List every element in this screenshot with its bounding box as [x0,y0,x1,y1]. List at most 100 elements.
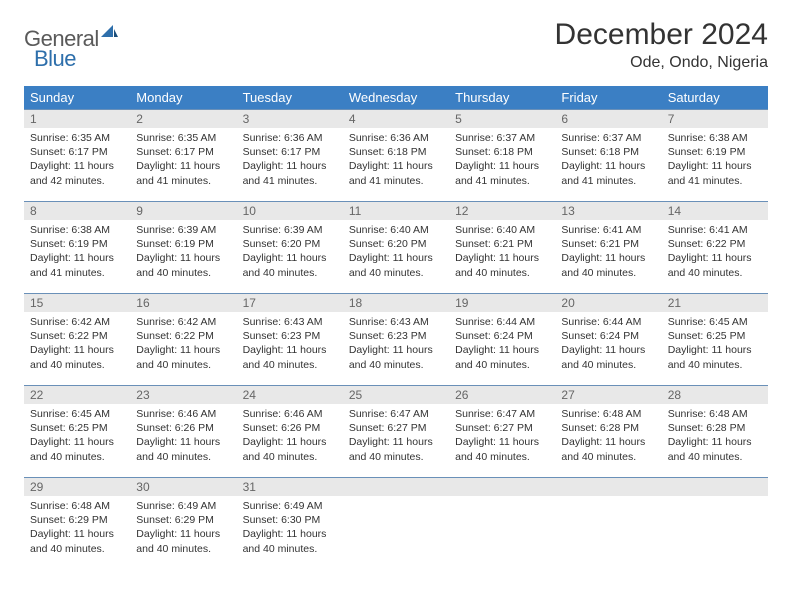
sunset-line: Sunset: 6:28 PM [668,421,762,435]
daylight-line: Daylight: 11 hours and 41 minutes. [455,159,549,187]
sunset-line: Sunset: 6:29 PM [136,513,230,527]
sunrise-line: Sunrise: 6:41 AM [561,223,655,237]
sunset-line: Sunset: 6:27 PM [349,421,443,435]
day-details: Sunrise: 6:47 AMSunset: 6:27 PMDaylight:… [449,404,555,470]
calendar-day-cell [449,478,555,570]
daylight-line: Daylight: 11 hours and 40 minutes. [243,435,337,463]
day-details: Sunrise: 6:41 AMSunset: 6:21 PMDaylight:… [555,220,661,286]
calendar-day-cell [662,478,768,570]
day-details: Sunrise: 6:37 AMSunset: 6:18 PMDaylight:… [449,128,555,194]
daylight-line: Daylight: 11 hours and 40 minutes. [136,527,230,555]
calendar-day-cell [343,478,449,570]
day-number: 8 [24,202,130,220]
sunrise-line: Sunrise: 6:45 AM [668,315,762,329]
calendar-day-cell: 11Sunrise: 6:40 AMSunset: 6:20 PMDayligh… [343,202,449,294]
sunrise-line: Sunrise: 6:49 AM [243,499,337,513]
daylight-line: Daylight: 11 hours and 40 minutes. [455,251,549,279]
day-number: 12 [449,202,555,220]
sunrise-line: Sunrise: 6:35 AM [136,131,230,145]
day-details: Sunrise: 6:48 AMSunset: 6:28 PMDaylight:… [555,404,661,470]
daylight-line: Daylight: 11 hours and 40 minutes. [30,435,124,463]
daylight-line: Daylight: 11 hours and 40 minutes. [455,343,549,371]
day-number: 6 [555,110,661,128]
daylight-line: Daylight: 11 hours and 41 minutes. [243,159,337,187]
calendar-day-cell: 29Sunrise: 6:48 AMSunset: 6:29 PMDayligh… [24,478,130,570]
sunset-line: Sunset: 6:28 PM [561,421,655,435]
day-number: 7 [662,110,768,128]
calendar-day-cell: 10Sunrise: 6:39 AMSunset: 6:20 PMDayligh… [237,202,343,294]
sunset-line: Sunset: 6:25 PM [668,329,762,343]
title-block: December 2024 Ode, Ondo, Nigeria [555,18,768,72]
calendar-day-cell: 28Sunrise: 6:48 AMSunset: 6:28 PMDayligh… [662,386,768,478]
sunset-line: Sunset: 6:27 PM [455,421,549,435]
weekday-header: Monday [130,86,236,110]
day-number: 27 [555,386,661,404]
calendar-day-cell: 16Sunrise: 6:42 AMSunset: 6:22 PMDayligh… [130,294,236,386]
day-number: 26 [449,386,555,404]
logo-blue-wrap: Blue [34,46,76,72]
sunset-line: Sunset: 6:24 PM [561,329,655,343]
empty-day-bar [555,478,661,496]
day-number: 16 [130,294,236,312]
daylight-line: Daylight: 11 hours and 40 minutes. [668,435,762,463]
sunset-line: Sunset: 6:21 PM [561,237,655,251]
sunrise-line: Sunrise: 6:43 AM [349,315,443,329]
day-number: 22 [24,386,130,404]
sunset-line: Sunset: 6:19 PM [30,237,124,251]
sunset-line: Sunset: 6:19 PM [136,237,230,251]
sunset-line: Sunset: 6:26 PM [243,421,337,435]
day-details: Sunrise: 6:48 AMSunset: 6:29 PMDaylight:… [24,496,130,562]
weekday-header-row: SundayMondayTuesdayWednesdayThursdayFrid… [24,86,768,110]
day-number: 25 [343,386,449,404]
calendar-day-cell: 26Sunrise: 6:47 AMSunset: 6:27 PMDayligh… [449,386,555,478]
sunrise-line: Sunrise: 6:38 AM [30,223,124,237]
day-details: Sunrise: 6:49 AMSunset: 6:29 PMDaylight:… [130,496,236,562]
empty-day-bar [662,478,768,496]
sunrise-line: Sunrise: 6:40 AM [455,223,549,237]
day-details: Sunrise: 6:42 AMSunset: 6:22 PMDaylight:… [130,312,236,378]
sunrise-line: Sunrise: 6:47 AM [349,407,443,421]
sunrise-line: Sunrise: 6:36 AM [349,131,443,145]
day-number: 19 [449,294,555,312]
calendar-day-cell: 4Sunrise: 6:36 AMSunset: 6:18 PMDaylight… [343,110,449,202]
day-details: Sunrise: 6:49 AMSunset: 6:30 PMDaylight:… [237,496,343,562]
sunrise-line: Sunrise: 6:39 AM [136,223,230,237]
day-details: Sunrise: 6:39 AMSunset: 6:20 PMDaylight:… [237,220,343,286]
sunset-line: Sunset: 6:19 PM [668,145,762,159]
day-number: 17 [237,294,343,312]
sunset-line: Sunset: 6:17 PM [30,145,124,159]
day-details: Sunrise: 6:47 AMSunset: 6:27 PMDaylight:… [343,404,449,470]
day-details: Sunrise: 6:40 AMSunset: 6:20 PMDaylight:… [343,220,449,286]
sunrise-line: Sunrise: 6:42 AM [136,315,230,329]
calendar-day-cell: 6Sunrise: 6:37 AMSunset: 6:18 PMDaylight… [555,110,661,202]
sunrise-line: Sunrise: 6:47 AM [455,407,549,421]
day-number: 18 [343,294,449,312]
day-number: 24 [237,386,343,404]
calendar-day-cell: 12Sunrise: 6:40 AMSunset: 6:21 PMDayligh… [449,202,555,294]
sunset-line: Sunset: 6:22 PM [136,329,230,343]
daylight-line: Daylight: 11 hours and 41 minutes. [349,159,443,187]
sunset-line: Sunset: 6:17 PM [136,145,230,159]
day-details: Sunrise: 6:36 AMSunset: 6:17 PMDaylight:… [237,128,343,194]
day-details: Sunrise: 6:38 AMSunset: 6:19 PMDaylight:… [662,128,768,194]
sunrise-line: Sunrise: 6:37 AM [561,131,655,145]
weekday-header: Thursday [449,86,555,110]
sunset-line: Sunset: 6:23 PM [349,329,443,343]
sunrise-line: Sunrise: 6:43 AM [243,315,337,329]
daylight-line: Daylight: 11 hours and 41 minutes. [30,251,124,279]
daylight-line: Daylight: 11 hours and 41 minutes. [668,159,762,187]
day-number: 2 [130,110,236,128]
daylight-line: Daylight: 11 hours and 40 minutes. [243,251,337,279]
weekday-header: Saturday [662,86,768,110]
calendar-week-row: 22Sunrise: 6:45 AMSunset: 6:25 PMDayligh… [24,386,768,478]
daylight-line: Daylight: 11 hours and 40 minutes. [243,343,337,371]
day-number: 11 [343,202,449,220]
sunrise-line: Sunrise: 6:37 AM [455,131,549,145]
calendar-day-cell: 7Sunrise: 6:38 AMSunset: 6:19 PMDaylight… [662,110,768,202]
calendar-day-cell: 8 Sunrise: 6:38 AMSunset: 6:19 PMDaylight… [24,202,130,294]
location: Ode, Ondo, Nigeria [555,54,768,72]
day-number: 9 [130,202,236,220]
calendar-day-cell: 30Sunrise: 6:49 AMSunset: 6:29 PMDayligh… [130,478,236,570]
sunrise-line: Sunrise: 6:41 AM [668,223,762,237]
logo-sail-icon [99,23,119,44]
